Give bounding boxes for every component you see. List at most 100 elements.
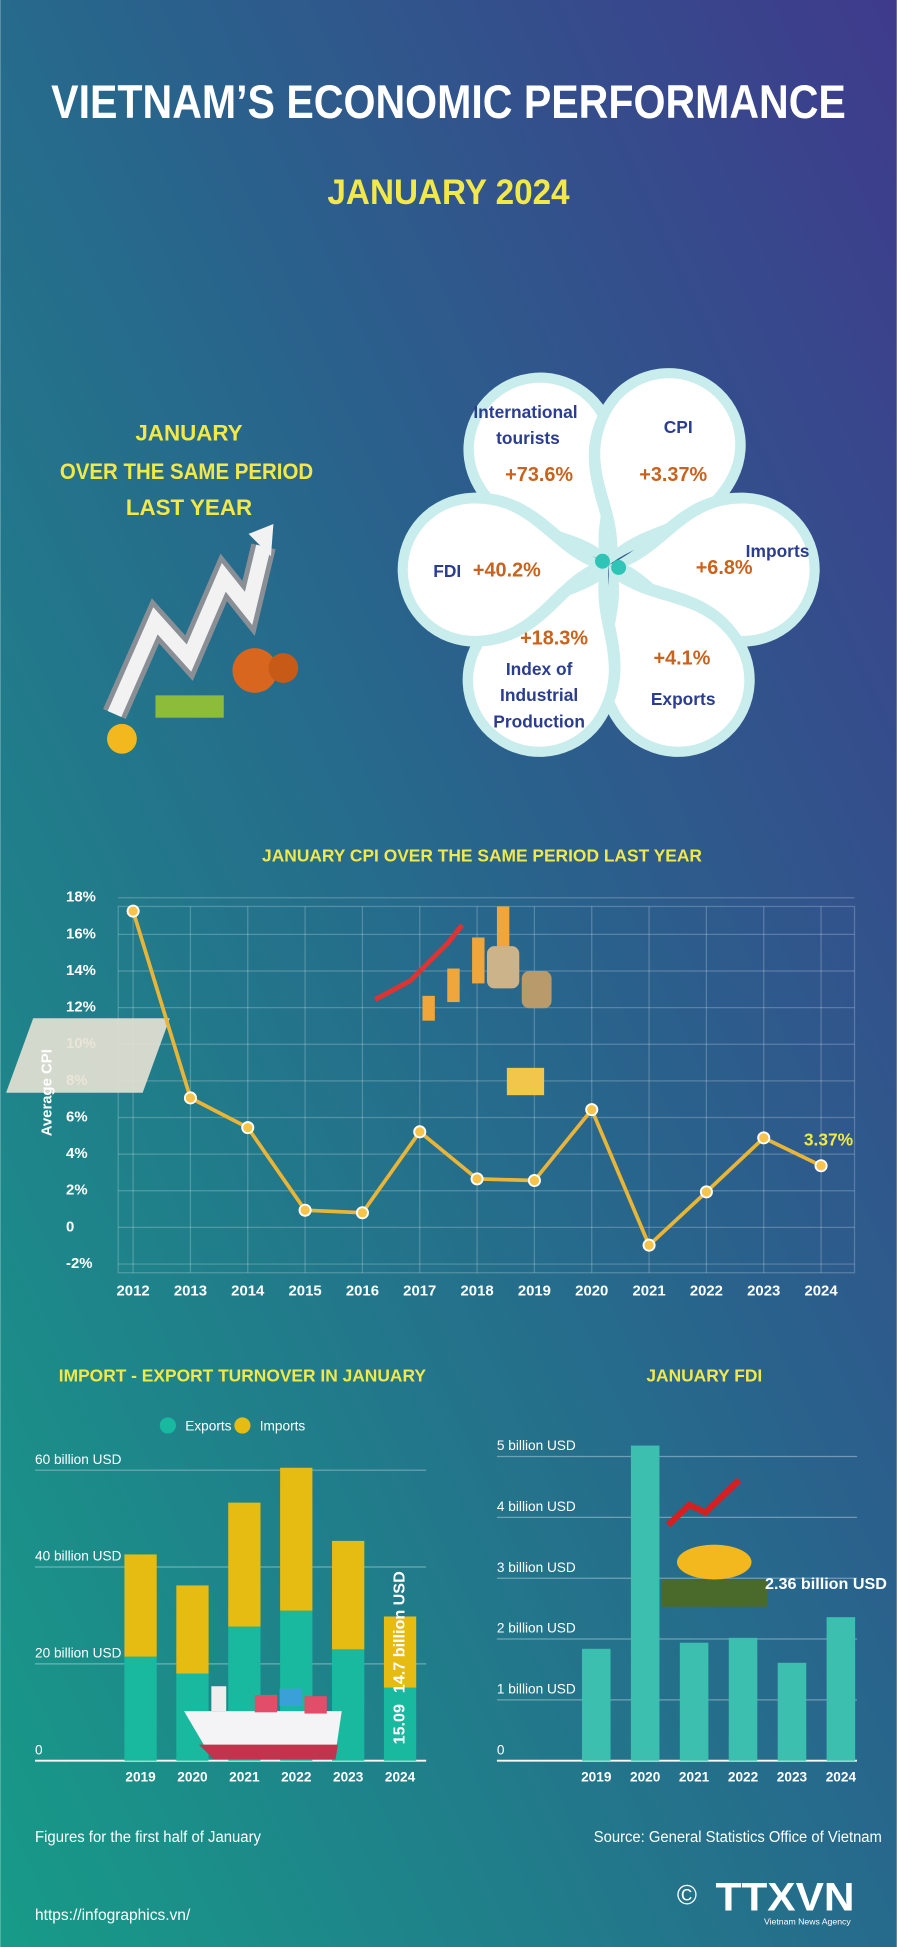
x-tick-label: 2024 — [804, 1283, 838, 1299]
y-tick-label: 1 billion USD — [497, 1682, 576, 1697]
chart-title: JANUARY FDI — [646, 1366, 762, 1386]
cpi-point — [757, 1131, 771, 1145]
deco — [486, 946, 520, 989]
deco — [6, 1018, 170, 1093]
bar-segment — [332, 1649, 365, 1761]
deco — [521, 971, 552, 1009]
bar-segment — [228, 1502, 261, 1627]
bar-segment — [383, 1616, 417, 1688]
x-tick-label: 2021 — [679, 1770, 710, 1785]
indicator-label: Exports — [651, 689, 716, 709]
y-tick-label: 6% — [66, 1109, 88, 1125]
deco — [666, 1477, 742, 1528]
x-tick-label: 2015 — [289, 1283, 322, 1299]
legend-swatch — [234, 1417, 251, 1434]
money-illustration — [662, 1477, 768, 1607]
cpi-point — [470, 1172, 484, 1186]
y-tick-label: 2% — [66, 1183, 88, 1199]
x-tick-label: 2019 — [518, 1283, 551, 1299]
cpi-point — [527, 1174, 541, 1188]
petal-inner — [608, 581, 745, 747]
logo: TTXVN — [715, 1875, 854, 1919]
indicator-value: +4.1% — [654, 648, 711, 670]
url: https://infographics.vn/ — [35, 1907, 191, 1924]
bar — [679, 1642, 709, 1761]
cpi-point — [126, 904, 140, 918]
center-bead — [611, 560, 627, 575]
y-tick-label: 60 billion USD — [35, 1452, 122, 1467]
y-tick-label: 12% — [66, 1000, 96, 1016]
y-tick-label: 18% — [66, 890, 96, 906]
bar-segment — [332, 1540, 365, 1650]
x-tick-label: 2018 — [461, 1283, 494, 1299]
x-tick-label: 2016 — [346, 1283, 379, 1299]
deco — [254, 1694, 278, 1713]
y-tick-label: 4 billion USD — [497, 1499, 576, 1514]
footnote: Figures for the first half of January — [35, 1829, 261, 1846]
x-tick-label: 2014 — [231, 1283, 265, 1299]
bar-segment — [280, 1467, 313, 1611]
legend-label: Exports — [185, 1418, 231, 1433]
legend-label: Imports — [260, 1418, 306, 1433]
cpi-point — [814, 1159, 828, 1173]
bar-segment — [176, 1585, 209, 1674]
indicator-label: International — [473, 402, 577, 422]
y-tick-label: 20 billion USD — [35, 1646, 122, 1661]
cpi-point — [585, 1103, 599, 1117]
bar-segment — [383, 1687, 417, 1761]
legend-swatch — [159, 1417, 176, 1434]
petal-inner — [407, 503, 590, 636]
deco — [662, 1579, 768, 1607]
deco — [422, 995, 435, 1021]
x-tick-label: 2017 — [403, 1283, 436, 1299]
deco — [198, 1744, 338, 1760]
x-tick-label: 2024 — [385, 1770, 416, 1785]
deco — [506, 1067, 545, 1096]
subtitle: JANUARY 2024 — [327, 174, 570, 212]
tagline: LAST YEAR — [126, 495, 252, 520]
x-tick-label: 2021 — [229, 1770, 260, 1785]
indicator-value: +18.3% — [520, 628, 588, 650]
y-tick-label: 14% — [66, 963, 96, 979]
deco — [676, 1544, 752, 1580]
cpi-point — [413, 1125, 427, 1139]
x-tick-label: 2024 — [826, 1770, 857, 1785]
y-tick-label: 2 billion USD — [497, 1621, 576, 1636]
y-tick-label: 3 billion USD — [497, 1560, 576, 1575]
y-tick-label: 0 — [497, 1742, 505, 1757]
x-tick-label: 2023 — [747, 1283, 780, 1299]
deco — [279, 1688, 302, 1707]
chart-title: IMPORT - EXPORT TURNOVER IN JANUARY — [59, 1366, 427, 1386]
x-tick-label: 2021 — [633, 1283, 666, 1299]
indicator-value: +73.6% — [505, 464, 573, 486]
cpi-illustration — [6, 906, 552, 1096]
x-tick-label: 2023 — [333, 1770, 364, 1785]
x-tick-label: 2020 — [177, 1770, 208, 1785]
deco — [374, 923, 465, 1002]
indicator-label: CPI — [664, 417, 693, 437]
source: Source: General Statistics Office of Vie… — [594, 1829, 882, 1846]
ship-illustration — [184, 1686, 342, 1760]
value-label: 14.7 billion USD — [390, 1571, 408, 1693]
x-tick-label: 2020 — [575, 1283, 608, 1299]
indicator-label: Production — [493, 711, 585, 731]
chart-title: JANUARY CPI OVER THE SAME PERIOD LAST YE… — [262, 845, 702, 865]
y-tick-label: 0 — [35, 1742, 43, 1757]
x-tick-label: 2012 — [117, 1283, 150, 1299]
indicator-label: Imports — [746, 541, 810, 561]
cpi-point — [298, 1203, 312, 1217]
bar — [630, 1445, 660, 1761]
x-tick-label: 2013 — [174, 1283, 207, 1299]
y-tick-label: 5 billion USD — [497, 1438, 576, 1453]
y-tick-label: -2% — [66, 1256, 92, 1272]
growth-arrow — [103, 524, 299, 754]
x-tick-label: 2019 — [581, 1770, 612, 1785]
cpi-point — [183, 1091, 197, 1105]
cpi-point — [241, 1121, 255, 1135]
bar — [826, 1617, 856, 1761]
x-tick-label: 2023 — [777, 1770, 808, 1785]
deco — [447, 968, 460, 1003]
x-tick-label: 2022 — [690, 1283, 723, 1299]
